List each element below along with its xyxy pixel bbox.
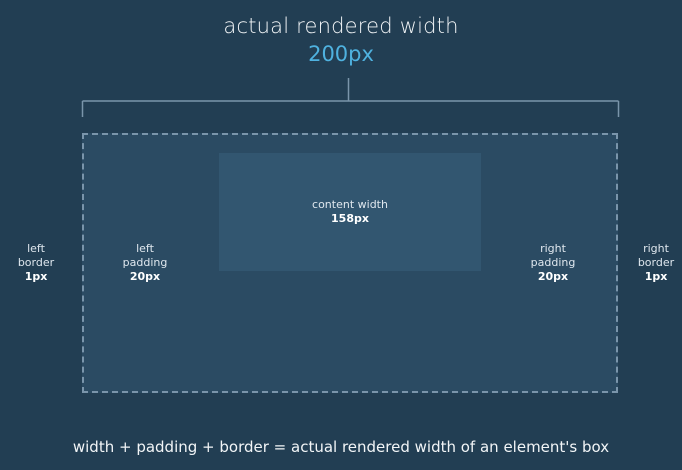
formula-caption: width + padding + border = actual render… xyxy=(72,438,610,456)
right-padding-line2: padding xyxy=(530,256,576,269)
rendered-width-value: 200px xyxy=(308,42,374,66)
right-padding-line1: right xyxy=(540,242,566,255)
content-width-value: 158px xyxy=(331,212,369,225)
content-width-label: content width 158px xyxy=(219,198,481,226)
right-padding-value: 20px xyxy=(537,270,569,283)
left-padding-line2: padding xyxy=(122,256,168,269)
left-padding-label: left padding 20px xyxy=(112,242,178,284)
left-padding-line1: left xyxy=(136,242,154,255)
left-border-line2: border xyxy=(17,256,55,269)
right-padding-label: right padding 20px xyxy=(520,242,586,284)
diagram-title: actual rendered width xyxy=(223,14,459,38)
content-area xyxy=(219,153,481,271)
right-border-line1: right xyxy=(643,242,669,255)
left-border-value: 1px xyxy=(24,270,48,283)
right-border-value: 1px xyxy=(644,270,668,283)
left-border-line1: left xyxy=(27,242,45,255)
right-border-label: right border 1px xyxy=(628,242,682,284)
content-width-text: content width xyxy=(312,198,388,211)
left-border-label: left border 1px xyxy=(8,242,64,284)
left-padding-value: 20px xyxy=(129,270,161,283)
right-border-line2: border xyxy=(637,256,675,269)
